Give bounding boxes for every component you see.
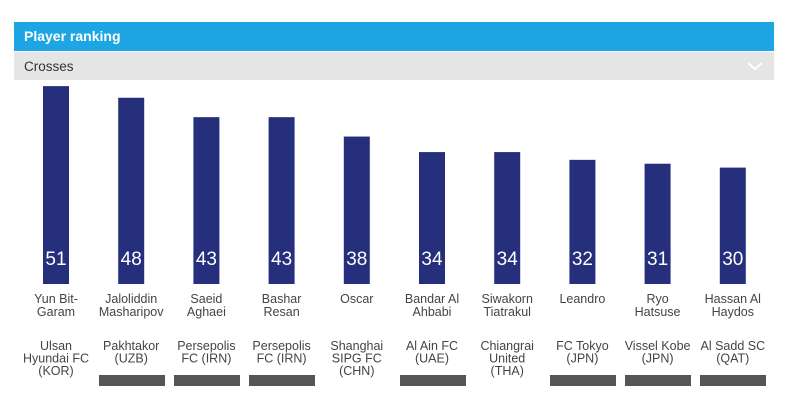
team-name: (QAT) bbox=[716, 352, 749, 366]
player-name: Resan bbox=[264, 305, 300, 319]
team-name: (KOR) bbox=[38, 364, 73, 378]
team-name: Ulsan bbox=[40, 339, 72, 353]
value-label: 31 bbox=[647, 249, 668, 270]
placeholder bbox=[625, 375, 691, 386]
placeholder bbox=[700, 375, 766, 386]
team-name: Pakhtakor bbox=[103, 339, 159, 353]
team-name: (CHN) bbox=[339, 364, 374, 378]
player-name: Oscar bbox=[340, 292, 373, 306]
player-name: Bandar Al bbox=[405, 292, 459, 306]
bar bbox=[118, 97, 145, 284]
value-label: 43 bbox=[271, 249, 292, 270]
team-name: (THA) bbox=[491, 364, 524, 378]
team-name: Hyundai FC bbox=[23, 352, 89, 366]
value-label: 30 bbox=[722, 249, 743, 270]
bar bbox=[268, 117, 295, 284]
player-name: Yun Bit- bbox=[34, 292, 78, 306]
player-name: Ryo bbox=[646, 292, 668, 306]
team-name: (UZB) bbox=[115, 352, 148, 366]
placeholders bbox=[99, 375, 766, 386]
placeholder bbox=[174, 375, 240, 386]
team-name: Vissel Kobe bbox=[625, 339, 691, 353]
metric-label: Crosses bbox=[24, 59, 74, 74]
team-name: (JPN) bbox=[642, 352, 674, 366]
header-title: Player ranking bbox=[24, 28, 121, 44]
placeholder bbox=[249, 375, 315, 386]
player-name: Haydos bbox=[712, 305, 754, 319]
player-name: Aghaei bbox=[187, 305, 226, 319]
team-name: (UAE) bbox=[415, 352, 449, 366]
value-label: 43 bbox=[196, 249, 217, 270]
bar bbox=[494, 152, 521, 284]
metric-selector[interactable] bbox=[14, 52, 774, 80]
team-name: (JPN) bbox=[566, 352, 598, 366]
player-name: Jaloliddin bbox=[105, 292, 157, 306]
chevron[interactable] bbox=[747, 62, 763, 71]
team-name: United bbox=[489, 352, 525, 366]
bar bbox=[43, 86, 69, 285]
player-name: Hatsuse bbox=[635, 305, 681, 319]
team-name: Persepolis bbox=[252, 339, 310, 353]
header-bar bbox=[14, 22, 774, 51]
bar bbox=[644, 163, 671, 284]
value-label: 38 bbox=[346, 249, 367, 270]
team-name: Chiangrai bbox=[480, 339, 534, 353]
value-label: 48 bbox=[121, 249, 142, 270]
value-label: 34 bbox=[497, 249, 519, 270]
team-name: Persepolis bbox=[177, 339, 235, 353]
player-name: Leandro bbox=[559, 292, 605, 306]
player-name: Masharipov bbox=[99, 305, 164, 319]
bar bbox=[193, 117, 220, 284]
player-name: Garam bbox=[37, 305, 75, 319]
player-name: Tiatrakul bbox=[483, 305, 530, 319]
team-name: SIPG FC bbox=[332, 352, 382, 366]
bar bbox=[569, 159, 596, 284]
placeholder bbox=[550, 375, 616, 386]
team-name: FC (IRN) bbox=[181, 352, 231, 366]
player-name: Ahbabi bbox=[413, 305, 452, 319]
player-name: Bashar bbox=[262, 292, 302, 306]
placeholder bbox=[99, 375, 165, 386]
team-name: Shanghai bbox=[330, 339, 383, 353]
player-name: Hassan Al bbox=[705, 292, 761, 306]
player-name: Siwakorn bbox=[481, 292, 532, 306]
bar bbox=[419, 152, 445, 284]
value-label: 34 bbox=[421, 249, 443, 270]
team-name: FC Tokyo bbox=[556, 339, 609, 353]
bar bbox=[343, 136, 370, 284]
placeholder bbox=[400, 375, 466, 386]
bar bbox=[719, 167, 746, 284]
team-name: FC (IRN) bbox=[257, 352, 307, 366]
team-name: Al Sadd SC bbox=[700, 339, 765, 353]
player-name: Saeid bbox=[190, 292, 222, 306]
team-name: Al Ain FC bbox=[406, 339, 458, 353]
value-label: 32 bbox=[572, 249, 593, 270]
value-label: 51 bbox=[45, 249, 66, 270]
